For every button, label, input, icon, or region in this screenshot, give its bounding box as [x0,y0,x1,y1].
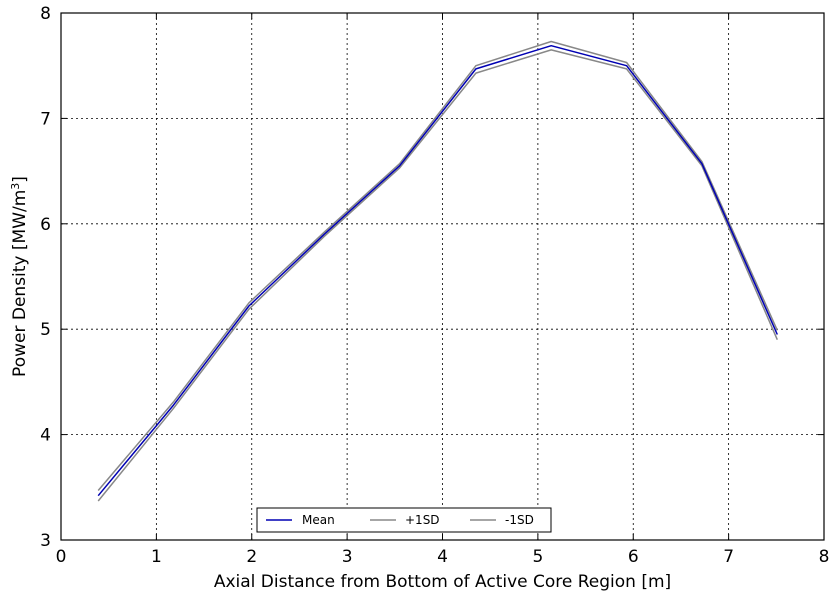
grid-lines [61,13,824,540]
series-line-mean [97,44,778,497]
y-tick-label: 8 [40,4,51,24]
series-lines [97,40,778,502]
x-tick-label: 8 [819,547,830,567]
y-tick-label: 6 [40,215,51,235]
legend-label-mean: Mean [302,513,335,527]
x-tick-label: 4 [437,547,448,567]
legend: Mean +1SD -1SD [256,507,552,533]
x-tick-label: 6 [628,547,639,567]
x-tick-label: 3 [342,547,353,567]
y-tick-label: 7 [40,109,51,129]
x-axis-title: Axial Distance from Bottom of Active Cor… [214,572,671,592]
x-tick-label: 1 [151,547,162,567]
x-tick-label: 5 [532,547,543,567]
series-line-1sd [97,49,778,502]
y-tick-label: 4 [40,426,51,446]
legend-label-minus1sd: -1SD [505,513,534,527]
x-tick-label: 2 [246,547,257,567]
legend-label-plus1sd: +1SD [405,513,440,527]
x-tick-label: 0 [56,547,67,567]
tick-labels: 0 1 2 3 4 5 6 7 8 3 4 5 6 7 8 [40,4,829,567]
y-tick-label: 3 [40,531,51,551]
y-tick-label: 5 [40,320,51,340]
axis-ticks [60,12,825,541]
y-axis-title: Power Density [MW/m3] [9,176,31,377]
legend-box [256,507,552,533]
series-line-1sd [97,40,778,491]
x-tick-label: 7 [723,547,734,567]
